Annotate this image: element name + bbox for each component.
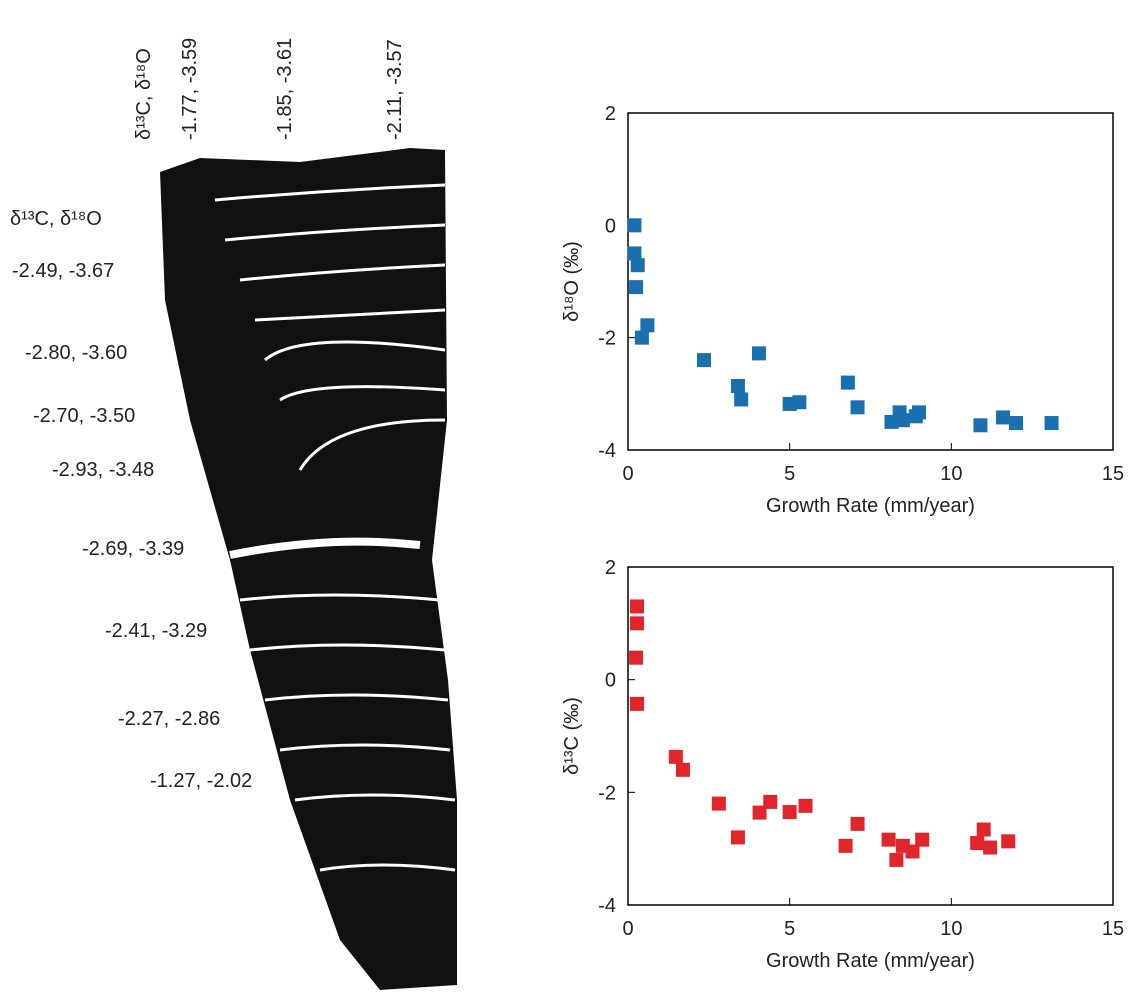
y-tick-label: 0 (605, 670, 616, 692)
x-tick-label: 10 (940, 463, 962, 485)
data-point (1044, 416, 1059, 431)
data-point (1001, 834, 1016, 849)
data-point (752, 805, 767, 820)
x-tick-label: 5 (784, 918, 795, 940)
x-tick-label: 15 (1102, 918, 1124, 940)
top-label: -2.11, -3.57 (384, 39, 406, 140)
data-point (1009, 416, 1023, 431)
data-point (895, 413, 910, 428)
data-point (627, 246, 642, 261)
x-tick-label: 5 (784, 463, 795, 485)
side-label: -2.27, -2.86 (118, 708, 220, 730)
specimen-image (160, 148, 457, 990)
data-point (634, 330, 649, 345)
data-point (889, 852, 904, 867)
scatter-chart: 0 5 10 15 -4 -2 0 2 Growth Rate (mm/year) δ¹³C (‰… (561, 557, 1124, 972)
data-point (792, 395, 807, 410)
y-tick-label: 2 (605, 103, 616, 125)
data-point (905, 844, 920, 859)
side-label: -2.70, -3.50 (33, 405, 135, 427)
x-tick-label: 0 (622, 463, 633, 485)
data-point (730, 378, 745, 393)
data-point (915, 832, 930, 847)
data-point (640, 318, 655, 333)
data-point (675, 762, 690, 777)
top-label: -1.77, -3.59 (179, 38, 201, 140)
data-point (850, 816, 865, 831)
data-point (630, 616, 645, 631)
y-tick-label: -4 (598, 895, 616, 917)
data-point (630, 258, 645, 273)
y-tick-label: 2 (605, 557, 616, 579)
x-tick-label: 15 (1102, 463, 1124, 485)
x-tick-label: 0 (622, 918, 633, 940)
y-axis-label: δ¹⁸O (‰) (561, 241, 583, 322)
scatter-chart: 0 5 10 15 -4 -2 0 2 Growth Rate (mm/year) δ¹⁸O (‰… (561, 103, 1124, 517)
data-point (711, 796, 726, 811)
data-point (763, 794, 778, 809)
y-tick-label: -2 (598, 782, 616, 804)
data-point (627, 218, 642, 233)
side-label: -2.49, -3.67 (12, 260, 114, 282)
y-axis-label: δ¹³C (‰) (561, 697, 583, 775)
y-tick-label: -2 (598, 328, 616, 350)
plot-frame (627, 566, 1114, 906)
data-point (730, 830, 745, 845)
data-point (973, 418, 988, 433)
data-point (912, 405, 926, 420)
growth-bands (214, 183, 456, 872)
side-header: δ¹³C, δ¹⁸O (10, 208, 102, 230)
data-point (734, 392, 749, 407)
top-label: δ¹³C, δ¹⁸O (133, 48, 155, 140)
data-point (840, 375, 855, 390)
data-point (970, 836, 985, 851)
y-tick-label: -4 (598, 440, 616, 462)
top-label: -1.85, -3.61 (274, 38, 296, 140)
data-point (630, 696, 645, 711)
side-label: -1.27, -2.02 (150, 770, 252, 792)
y-tick-label: 0 (605, 215, 616, 237)
specimen-outline (160, 148, 457, 990)
side-label: -2.41, -3.29 (105, 620, 207, 642)
data-point (782, 805, 797, 820)
data-point (838, 838, 853, 853)
charts: 0 5 10 15 -4 -2 0 2 Growth Rate (mm/year) δ¹⁸O (‰… (561, 103, 1124, 972)
plot-frame (627, 112, 1114, 451)
side-label: -2.93, -3.48 (52, 459, 154, 481)
data-point (668, 749, 683, 764)
data-point (850, 400, 865, 415)
data-point (983, 840, 998, 855)
data-point (881, 832, 896, 847)
x-tick-label: 10 (940, 918, 962, 940)
specimen-labels: δ¹³C, δ¹⁸O -1.77, -3.59 -1.85, -3.61 -2.11,… (10, 38, 406, 792)
data-point (976, 822, 991, 837)
data-point (630, 599, 645, 614)
x-axis-label: Growth Rate (mm/year) (766, 495, 975, 517)
data-point (629, 280, 644, 295)
x-axis-label: Growth Rate (mm/year) (766, 950, 975, 972)
data-point (696, 353, 711, 368)
data-point (751, 346, 766, 361)
data-point (629, 650, 644, 665)
side-label: -2.80, -3.60 (25, 342, 127, 364)
data-point (798, 798, 813, 813)
data-point (996, 410, 1011, 425)
side-label: -2.69, -3.39 (82, 538, 184, 560)
